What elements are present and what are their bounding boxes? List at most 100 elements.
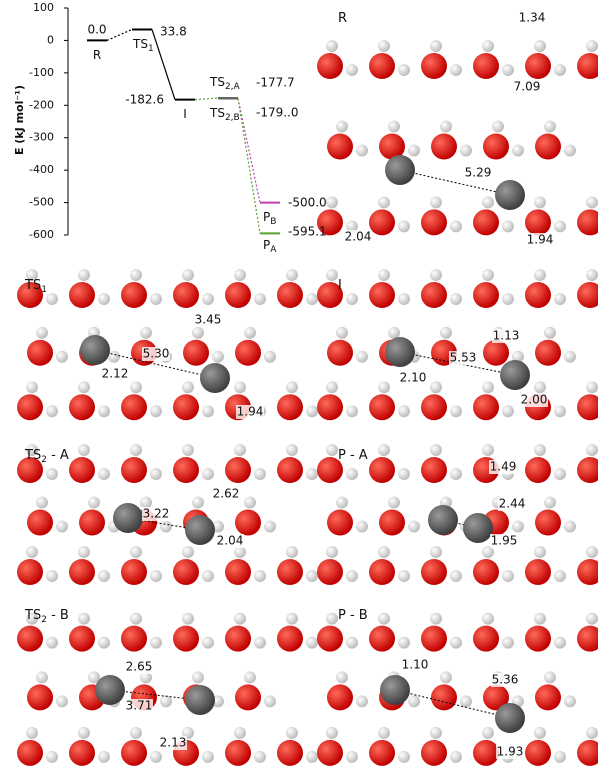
- level-label-sub: A: [270, 245, 277, 255]
- hydrogen: [254, 468, 266, 480]
- oxygen: [421, 625, 447, 652]
- hydrogen: [150, 570, 162, 582]
- hydrogen: [346, 570, 358, 582]
- hydrogen: [140, 671, 152, 684]
- hydrogen: [78, 726, 90, 739]
- hydrogen: [336, 326, 348, 339]
- oxygen: [535, 339, 561, 366]
- panel-label-sub: 2: [41, 615, 47, 625]
- hydrogen: [586, 196, 598, 209]
- hydrogen: [346, 64, 358, 76]
- hydrogen: [482, 726, 494, 739]
- connector: [237, 98, 261, 234]
- hydrogen: [78, 381, 90, 394]
- hydrogen: [346, 405, 358, 418]
- distance-label: 2.00: [521, 393, 548, 407]
- panel-label-text: R: [338, 11, 347, 26]
- hydrogen: [554, 405, 566, 418]
- hydrogen: [554, 293, 566, 305]
- hydrogen: [254, 750, 266, 763]
- hydrogen: [502, 293, 514, 305]
- hydrogen: [502, 64, 514, 76]
- y-tick-label: 0: [47, 33, 54, 46]
- hydrogen: [46, 468, 58, 480]
- hydrogen: [150, 636, 162, 649]
- hydrogen: [408, 695, 420, 708]
- hydrogen: [286, 269, 298, 281]
- distance-label: 1.13: [493, 329, 520, 343]
- hydrogen: [326, 444, 338, 456]
- distance-label: 1.95: [491, 534, 518, 548]
- connector: [194, 97, 219, 101]
- hydrogen: [182, 444, 194, 456]
- hydrogen: [326, 726, 338, 739]
- hydrogen: [378, 444, 390, 456]
- hydrogen: [254, 636, 266, 649]
- hydrogen: [326, 40, 338, 52]
- hydrogen: [264, 350, 276, 363]
- hydrogen: [286, 381, 298, 394]
- hydrogen: [336, 120, 348, 133]
- oxygen: [473, 559, 499, 585]
- panel-label-rest: - B: [47, 608, 69, 623]
- hydrogen: [554, 64, 566, 76]
- hydrogen: [192, 326, 204, 339]
- oxygen: [121, 282, 147, 308]
- oxygen: [535, 509, 561, 536]
- oxygen: [277, 457, 303, 483]
- level-label-sub: 2,B: [225, 113, 240, 123]
- label-bg: [520, 393, 548, 407]
- oxygen: [317, 739, 343, 766]
- hydrogen: [544, 326, 556, 339]
- oxygen: [535, 133, 561, 160]
- hydrogen: [212, 520, 224, 533]
- oxygen: [225, 559, 251, 585]
- distance-label: 1.94: [237, 405, 264, 419]
- hydrogen: [378, 196, 390, 209]
- oxygen: [277, 282, 303, 308]
- y-tick-label: -100: [29, 66, 54, 79]
- level-label-text: R: [93, 48, 101, 62]
- hydrogen: [160, 695, 172, 708]
- label-bg: [513, 80, 541, 94]
- panel-label-sub: 1: [41, 285, 47, 295]
- hydrogen: [140, 326, 152, 339]
- hydrogen: [98, 468, 110, 480]
- hydrogen: [56, 350, 68, 363]
- distance-label: 1.49: [490, 460, 517, 474]
- oxygen: [327, 684, 353, 711]
- gray-atom: [95, 675, 125, 705]
- panel-label-text: TS: [24, 448, 41, 463]
- hydrogen: [440, 120, 452, 133]
- hydrogen: [398, 64, 410, 76]
- oxygen: [421, 457, 447, 483]
- hydrogen: [98, 570, 110, 582]
- hydrogen: [564, 695, 576, 708]
- oxygen: [577, 739, 598, 766]
- oxygen: [225, 282, 251, 308]
- oxygen: [173, 625, 199, 652]
- oxygen: [317, 457, 343, 483]
- distance-label: 1.34: [519, 11, 546, 25]
- hydrogen: [46, 293, 58, 305]
- oxygen: [173, 457, 199, 483]
- hydrogen: [264, 695, 276, 708]
- hydrogen: [378, 546, 390, 558]
- panel-label: TS1: [24, 278, 47, 295]
- hydrogen: [378, 381, 390, 394]
- hydrogen: [430, 196, 442, 209]
- oxygen: [17, 739, 43, 766]
- oxygen: [525, 457, 551, 483]
- panel-label-text: TS: [24, 608, 41, 623]
- oxygen: [277, 394, 303, 421]
- gray-atom: [495, 180, 525, 210]
- panel-label: P - A: [338, 448, 368, 463]
- distance-label: 5.30: [143, 347, 170, 361]
- hydrogen: [326, 381, 338, 394]
- hydrogen: [378, 269, 390, 281]
- hydrogen: [460, 144, 472, 157]
- distance-label: 2.13: [160, 736, 187, 750]
- oxygen: [473, 625, 499, 652]
- label-bg: [526, 233, 554, 247]
- hydrogen: [254, 293, 266, 305]
